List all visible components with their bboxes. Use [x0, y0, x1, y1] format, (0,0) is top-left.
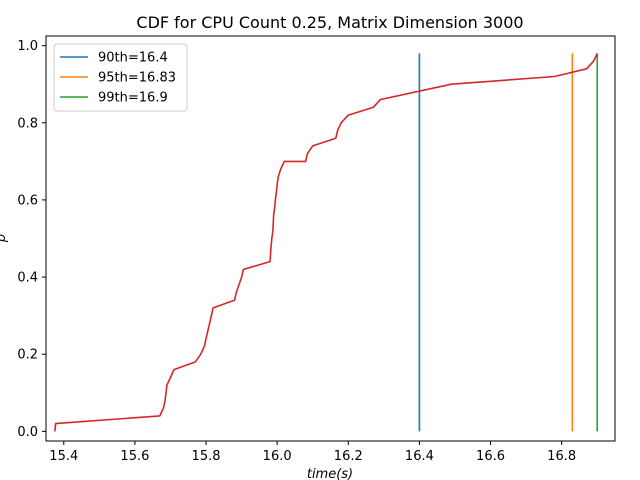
- legend-box: [53, 43, 188, 112]
- axes-frame: [45, 35, 616, 442]
- x-tick-label: 15.8: [192, 449, 221, 464]
- x-tick-label: 15.4: [49, 449, 78, 464]
- y-tick-label: 0.0: [17, 425, 38, 440]
- x-tick-label: 16.8: [547, 449, 576, 464]
- y-tick-label: 0.8: [17, 116, 38, 131]
- cdf-line: [54, 53, 598, 432]
- x-tick-label: 16.6: [476, 449, 505, 464]
- legend-label: 99th=16.9: [98, 91, 168, 106]
- legend-label: 90th=16.4: [98, 51, 168, 66]
- y-tick-label: 1.0: [17, 39, 38, 54]
- y-axis-label: p: [0, 234, 9, 243]
- legend: 90th=16.4 95th=16.83 99th=16.9: [53, 43, 188, 112]
- x-tick-label: 15.6: [120, 449, 149, 464]
- chart-title: CDF for CPU Count 0.25, Matrix Dimension…: [136, 13, 523, 32]
- plot-area: 15.4 15.6 15.8 16.0 16.2 16.4 16.6 16.8 0.0 0.2 0.…: [17, 39, 599, 464]
- x-tick-label: 16.4: [405, 449, 434, 464]
- legend-label: 95th=16.83: [98, 71, 176, 86]
- x-axis-label: time(s): [307, 467, 353, 480]
- y-tick-label: 0.2: [17, 348, 38, 363]
- x-tick-label: 16.0: [263, 449, 292, 464]
- y-tick-label: 0.4: [17, 271, 38, 286]
- x-tick-label: 16.2: [334, 449, 363, 464]
- y-tick-label: 0.6: [17, 193, 38, 208]
